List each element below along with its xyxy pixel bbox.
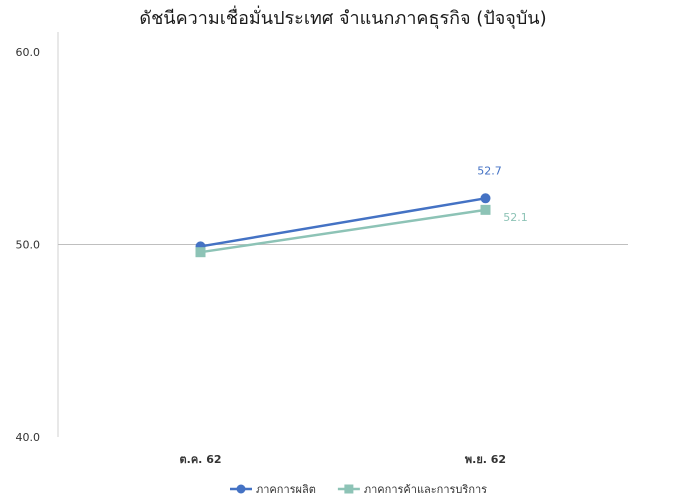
series-layer: 52.7 52.1 (195, 164, 528, 258)
y-tick-label: 50.0 (16, 239, 41, 252)
series-2: 52.1 (195, 204, 528, 258)
legend-label: ภาคการผลิต (256, 483, 316, 496)
legend: ภาคการผลิต ภาคการค้าและการบริการ (230, 483, 487, 496)
series-1: 52.7 (195, 164, 502, 252)
data-label: 52.7 (477, 164, 502, 177)
data-point (480, 204, 491, 215)
legend-item: ภาคการค้าและการบริการ (337, 483, 487, 496)
legend-label: ภาคการค้าและการบริการ (364, 483, 487, 496)
legend-marker (344, 484, 354, 494)
data-label: 52.1 (503, 211, 528, 224)
x-tick-label: พ.ย. 62 (465, 453, 506, 466)
series-line (200, 197, 486, 248)
axes: 40.0 50.0 60.0 ต.ค. 62 พ.ย. 62 (16, 32, 628, 466)
chart-title: ดัชนีความเชื่อมั่นประเทศ จำแนกภาคธุรกิจ … (139, 5, 546, 29)
legend-item: ภาคการผลิต (230, 483, 316, 496)
series-line (200, 208, 486, 254)
y-tick-label: 40.0 (16, 431, 41, 444)
data-point (195, 247, 206, 258)
legend-marker (236, 484, 246, 494)
x-tick-label: ต.ค. 62 (180, 453, 222, 466)
data-point (480, 193, 491, 204)
y-tick-label: 60.0 (16, 46, 41, 59)
